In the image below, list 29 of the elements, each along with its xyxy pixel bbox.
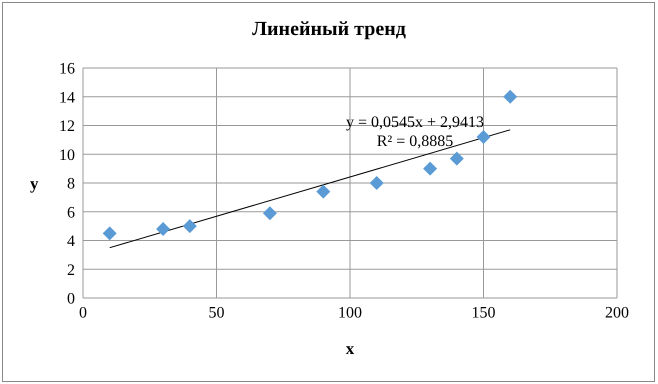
- x-tick-label: 100: [338, 304, 362, 322]
- x-tick-label: 0: [79, 304, 87, 322]
- chart-title: Линейный тренд: [251, 18, 407, 41]
- y-tick-label: 12: [59, 118, 75, 136]
- annotation: y = 0,0545x + 2,9413: [344, 114, 486, 132]
- point: [156, 222, 170, 236]
- point: [316, 184, 330, 199]
- point: [476, 130, 490, 144]
- y-tick-label: 10: [59, 146, 75, 164]
- y-tick-label: 4: [67, 233, 75, 250]
- y-tick-label: 14: [59, 89, 75, 106]
- point: [370, 176, 384, 190]
- point: [503, 90, 518, 104]
- x-axis-title: x: [344, 339, 356, 359]
- annotation: R² = 0,8885: [376, 133, 454, 151]
- point: [102, 226, 117, 240]
- point: [182, 219, 197, 234]
- y-tick-label: 6: [67, 204, 75, 222]
- y-tick-label: 0: [67, 290, 75, 308]
- point: [262, 206, 277, 220]
- y-tick-label: 8: [67, 176, 75, 193]
- y-tick-label: 2: [67, 262, 75, 279]
- y-axis-title: y: [30, 174, 38, 194]
- y-tick-label: 16: [59, 60, 75, 78]
- x-tick-label: 50: [208, 304, 224, 322]
- point: [450, 152, 464, 166]
- point: [423, 162, 438, 176]
- x-tick-label: 150: [472, 304, 496, 322]
- x-tick-label: 200: [605, 304, 629, 322]
